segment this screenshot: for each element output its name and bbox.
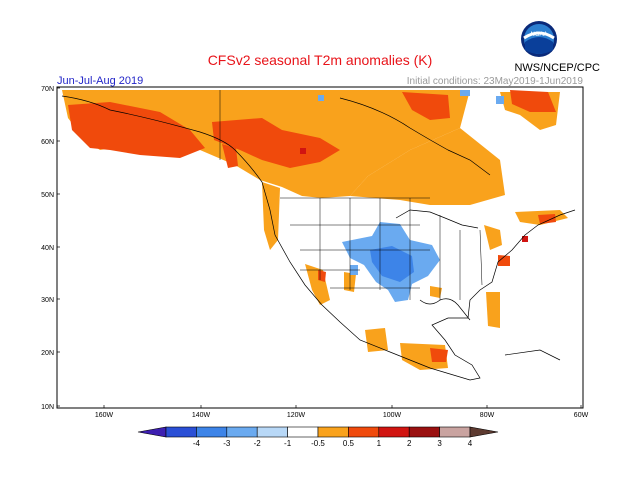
state-borders — [219, 90, 483, 300]
colorbar-swatch — [226, 426, 258, 438]
colorbar-swatch — [317, 426, 349, 438]
colorbar-label: -0.5 — [311, 439, 325, 448]
longitude-label: 140W — [192, 412, 211, 419]
latitude-label: 70N — [41, 86, 54, 93]
longitude-label: 100W — [383, 412, 402, 419]
noaa-logo-icon: NOAA — [521, 21, 557, 57]
latitude-label: 20N — [41, 350, 54, 357]
colorbar-swatch — [408, 426, 440, 438]
latitude-ticks: 70N 60N 50N 40N 30N 20N 10N — [41, 86, 60, 411]
chart-title: CFSv2 seasonal T2m anomalies (K) — [207, 52, 433, 68]
colorbar-arrow-high — [469, 426, 499, 438]
longitude-label: 120W — [287, 412, 306, 419]
season-label: Jun-Jul-Aug 2019 — [57, 75, 144, 87]
colorbar-swatch — [378, 426, 410, 438]
longitude-label: 80W — [480, 412, 495, 419]
cool-anomaly-regions — [318, 90, 504, 302]
map-frame — [56, 86, 584, 409]
initial-conditions-label: Initial conditions: 23May2019-1Jun2019 — [406, 76, 583, 87]
colorbar-label: 3 — [437, 439, 442, 448]
longitude-label: 60W — [574, 412, 589, 419]
latitude-label: 30N — [41, 297, 54, 304]
colorbar-label: 4 — [468, 439, 473, 448]
colorbar-arrow-low — [137, 426, 167, 438]
colorbar-label: 0.5 — [343, 439, 355, 448]
longitude-ticks: 160W 140W 120W 100W 80W 60W — [95, 405, 589, 419]
colorbar-label: 2 — [407, 439, 412, 448]
colorbar-swatch — [256, 426, 288, 438]
colorbar-swatch — [287, 426, 319, 438]
colorbar-label: -3 — [223, 439, 231, 448]
colorbar-swatch — [196, 426, 228, 438]
colorbar-label: -4 — [193, 439, 201, 448]
colorbar-label: -1 — [284, 439, 292, 448]
longitude-label: 160W — [95, 412, 114, 419]
latitude-label: 40N — [41, 245, 54, 252]
strong-warm-regions — [68, 90, 556, 362]
latitude-label: 50N — [41, 192, 54, 199]
latitude-label: 60N — [41, 139, 54, 146]
latitude-label: 10N — [41, 404, 54, 411]
colorbar-label: -2 — [254, 439, 262, 448]
colorbar-swatch — [165, 426, 197, 438]
colorbar-label: 1 — [377, 439, 382, 448]
source-label: NWS/NCEP/CPC — [514, 62, 600, 74]
logo-text: NOAA — [530, 32, 547, 38]
colorbar-swatch — [439, 426, 471, 438]
colorbar-swatch — [348, 426, 380, 438]
very-strong-warm-regions — [300, 148, 528, 242]
